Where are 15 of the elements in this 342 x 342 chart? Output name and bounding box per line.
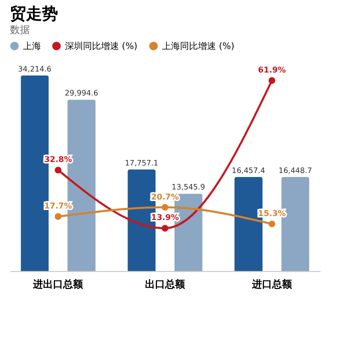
point xyxy=(54,166,62,174)
point xyxy=(162,204,168,211)
legend-label: 深圳同比增速 (%) xyxy=(65,40,138,52)
x-tick-label: 进口总额 xyxy=(250,278,293,290)
chart-title: 贸走势 xyxy=(10,4,58,23)
chart-subtitle: 数据 xyxy=(10,24,30,36)
legend-label: 上海同比增速 (%) xyxy=(162,40,234,52)
x-tick-label: 出口总额 xyxy=(145,278,186,290)
point xyxy=(54,213,62,220)
point xyxy=(268,220,276,228)
x-tick-label: 进出口总额 xyxy=(32,278,84,290)
point xyxy=(162,224,168,232)
data-label: 61.9% xyxy=(258,66,286,75)
point xyxy=(268,77,276,84)
legend-label: 上海 xyxy=(23,40,41,52)
